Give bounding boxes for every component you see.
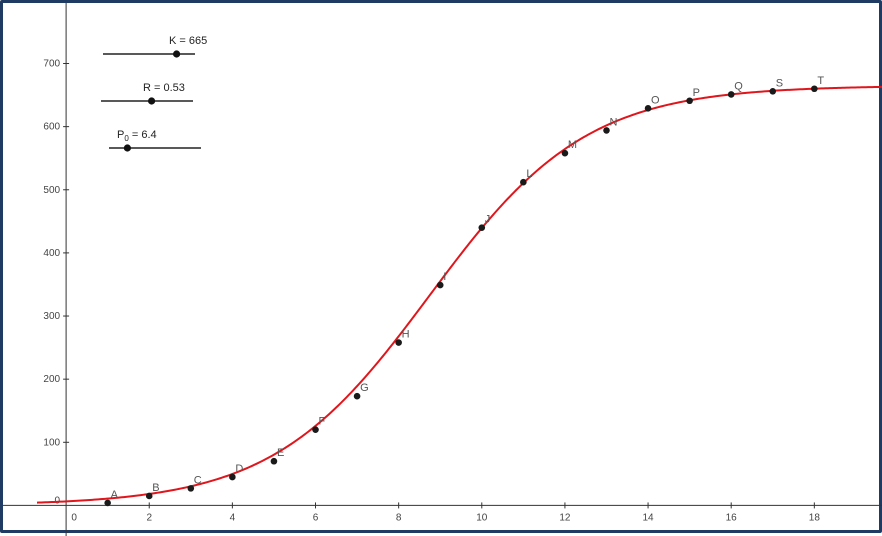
slider-r-knob[interactable] [148, 97, 156, 105]
point-label-q: Q [734, 80, 743, 92]
x-tick-label: 14 [642, 512, 654, 523]
slider-k[interactable]: K = 665 [103, 35, 207, 58]
y-tick-label: 400 [43, 248, 60, 259]
slider-p0-label: P0 = 6.4 [117, 129, 157, 143]
point-label-n: N [609, 116, 617, 128]
x-tick-label: 16 [726, 512, 738, 523]
x-tick-label: 8 [396, 512, 402, 523]
logistic-curve [36, 85, 882, 504]
data-point-i[interactable] [436, 281, 444, 289]
point-label-i: I [443, 271, 446, 283]
x-tick-label: 18 [809, 512, 821, 523]
point-label-g: G [360, 382, 369, 394]
point-label-j: J [485, 214, 491, 226]
x-tick-label: 12 [559, 512, 571, 523]
data-point-q[interactable] [727, 91, 735, 98]
data-point-a[interactable] [104, 499, 111, 507]
data-point-d[interactable] [229, 473, 236, 481]
point-label-p: P [693, 87, 700, 99]
data-point-e[interactable] [270, 457, 278, 465]
data-point-b[interactable] [145, 492, 153, 500]
point-label-s: S [776, 77, 783, 89]
y-tick-label: 500 [43, 185, 60, 196]
y-tick-label: 700 [43, 59, 60, 70]
data-point-h[interactable] [395, 339, 402, 346]
axes [3, 3, 882, 536]
logistic-chart: 0 2 4 6 8 10 12 14 16 18 0 100 200 300 400 500 600 700 A B… [3, 3, 882, 536]
point-label-d: D [235, 463, 243, 475]
data-point-s[interactable] [769, 87, 777, 95]
data-point-o[interactable] [644, 105, 652, 112]
x-tick-label: 2 [146, 512, 152, 523]
axis-ticks: 0 2 4 6 8 10 12 14 16 18 0 100 200 300 400 500 600 700 [43, 59, 820, 524]
point-label-c: C [194, 474, 202, 486]
data-point-g[interactable] [353, 392, 361, 400]
slider-r-label: R = 0.53 [143, 82, 185, 94]
y-tick-label: 100 [43, 437, 60, 448]
slider-p0-label-rest: = 6.4 [129, 129, 157, 141]
data-point-m[interactable] [561, 149, 569, 157]
data-point-p[interactable] [686, 97, 693, 105]
x-tick-label: 10 [476, 512, 488, 523]
slider-k-knob[interactable] [173, 50, 181, 58]
y-tick-label: 200 [43, 374, 60, 385]
data-point-t[interactable] [811, 85, 818, 93]
points-layer: A B C D E F G H I J L M N O P Q S T [104, 75, 824, 507]
slider-p0[interactable]: P0 = 6.4 [109, 129, 201, 152]
point-label-t: T [817, 75, 824, 87]
slider-r[interactable]: R = 0.53 [101, 82, 193, 105]
point-label-f: F [319, 416, 326, 428]
data-point-j[interactable] [478, 224, 486, 231]
data-point-n[interactable] [603, 127, 610, 134]
data-point-c[interactable] [187, 485, 195, 492]
curve-layer [36, 85, 882, 504]
y-tick-label: 600 [43, 122, 60, 133]
x-tick-label: 0 [71, 512, 77, 523]
point-label-e: E [277, 447, 284, 459]
data-point-l[interactable] [520, 178, 527, 186]
point-label-a: A [111, 489, 119, 501]
point-label-b: B [152, 482, 159, 494]
x-tick-label: 6 [313, 512, 319, 523]
point-label-h: H [402, 329, 410, 341]
data-point-f[interactable] [312, 426, 319, 433]
slider-p0-knob[interactable] [123, 144, 131, 152]
slider-p0-label-main: P [117, 129, 124, 141]
y-tick-label: 300 [43, 311, 60, 322]
slider-p0-label-sub: 0 [124, 134, 129, 143]
x-tick-label: 4 [230, 512, 236, 523]
point-label-l: L [526, 168, 532, 180]
point-label-o: O [651, 94, 660, 106]
point-label-m: M [568, 139, 577, 151]
slider-k-label: K = 665 [169, 35, 207, 47]
